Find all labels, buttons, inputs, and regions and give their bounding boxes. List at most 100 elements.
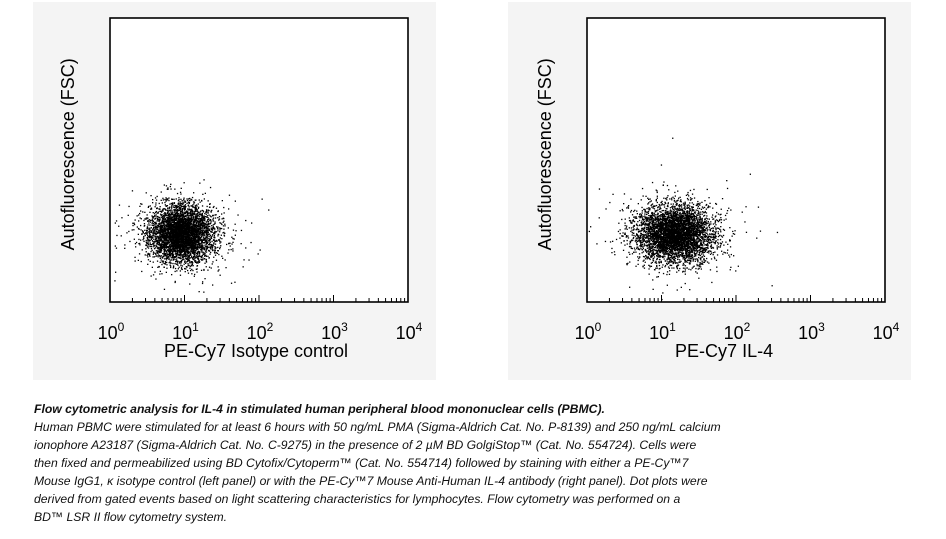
event-dot: [206, 233, 208, 235]
event-dot: [175, 256, 178, 258]
event-dot: [206, 238, 208, 241]
event-dot: [174, 263, 176, 265]
event-dot: [709, 246, 712, 248]
event-dot: [197, 235, 199, 237]
event-dot: [194, 218, 196, 220]
event-dot: [178, 221, 180, 223]
event-dot: [145, 251, 147, 253]
event-dot: [201, 259, 203, 261]
event-dot: [185, 254, 187, 256]
event-dot: [171, 274, 173, 276]
event-dot: [208, 228, 210, 230]
event-dot: [167, 246, 169, 248]
event-dot: [186, 248, 188, 250]
event-dot: [180, 231, 182, 233]
event-dot: [215, 247, 217, 249]
event-dot: [156, 226, 158, 228]
event-dot: [183, 247, 185, 249]
event-dot: [156, 250, 158, 252]
event-dot: [158, 265, 160, 268]
event-dot: [178, 199, 180, 201]
event-dot: [162, 246, 164, 248]
tick-label-exponent: 2: [267, 320, 274, 334]
event-dot: [664, 210, 666, 212]
event-dot: [680, 222, 682, 224]
event-dot: [210, 220, 212, 222]
event-dot: [189, 227, 191, 229]
event-dot: [176, 221, 179, 224]
event-dot: [171, 221, 173, 223]
event-dot: [162, 253, 164, 255]
event-dot: [195, 221, 198, 224]
event-dot: [173, 213, 175, 215]
event-dot: [164, 235, 166, 237]
event-dot: [179, 213, 182, 215]
event-dot: [208, 214, 210, 216]
event-dot: [730, 266, 732, 268]
event-dot: [216, 252, 219, 254]
event-dot: [189, 241, 191, 244]
event-dot: [156, 226, 158, 229]
event-dot: [206, 215, 209, 217]
event-dot: [159, 273, 161, 275]
event-dot: [187, 254, 189, 256]
event-dot: [159, 210, 161, 212]
event-dot: [198, 236, 200, 239]
event-dot: [166, 256, 168, 258]
event-dot: [186, 239, 188, 241]
event-dot: [173, 223, 175, 226]
event-dot: [158, 225, 160, 227]
event-dot: [176, 215, 178, 217]
event-dot: [192, 246, 195, 248]
event-dot: [202, 253, 204, 255]
event-dot: [179, 207, 182, 209]
event-dot: [194, 228, 196, 231]
event-dot: [183, 197, 185, 199]
event-dot: [200, 269, 203, 271]
event-dot: [155, 204, 157, 206]
event-dot: [205, 254, 207, 256]
event-dot: [169, 206, 171, 208]
event-dot: [155, 233, 157, 235]
event-dot: [156, 224, 158, 226]
event-dot: [200, 224, 203, 226]
event-dot: [137, 233, 139, 235]
event-dot: [162, 237, 164, 239]
event-dot: [118, 225, 120, 227]
event-dot: [170, 244, 172, 246]
event-dot: [192, 218, 194, 220]
event-dot: [154, 252, 156, 254]
event-dot: [154, 236, 156, 238]
event-dot: [162, 245, 164, 248]
event-dot: [201, 220, 203, 222]
event-dot: [169, 238, 171, 240]
event-dot: [207, 211, 209, 213]
event-dot: [222, 225, 225, 227]
event-dot: [163, 247, 165, 250]
event-dot: [213, 223, 216, 225]
event-dot: [182, 224, 184, 226]
event-dot: [214, 249, 216, 251]
event-dot: [194, 247, 196, 249]
event-dot: [156, 238, 158, 240]
event-dot: [158, 236, 160, 238]
event-dot: [182, 227, 184, 229]
event-dot: [209, 241, 211, 243]
event-dot: [189, 211, 192, 213]
event-dot: [173, 202, 176, 204]
event-dot: [182, 254, 184, 256]
event-dot: [172, 239, 174, 242]
event-dot: [720, 243, 722, 245]
event-dot: [214, 222, 216, 225]
event-dot: [189, 231, 191, 234]
event-dot: [204, 218, 206, 220]
event-dot: [147, 252, 149, 255]
event-dot: [180, 248, 182, 250]
event-dot: [196, 231, 199, 233]
event-dot: [176, 210, 178, 212]
event-dot: [167, 198, 169, 200]
event-dot: [160, 222, 162, 225]
event-dot: [208, 229, 210, 231]
event-dot: [688, 259, 690, 261]
event-dot: [152, 202, 154, 204]
